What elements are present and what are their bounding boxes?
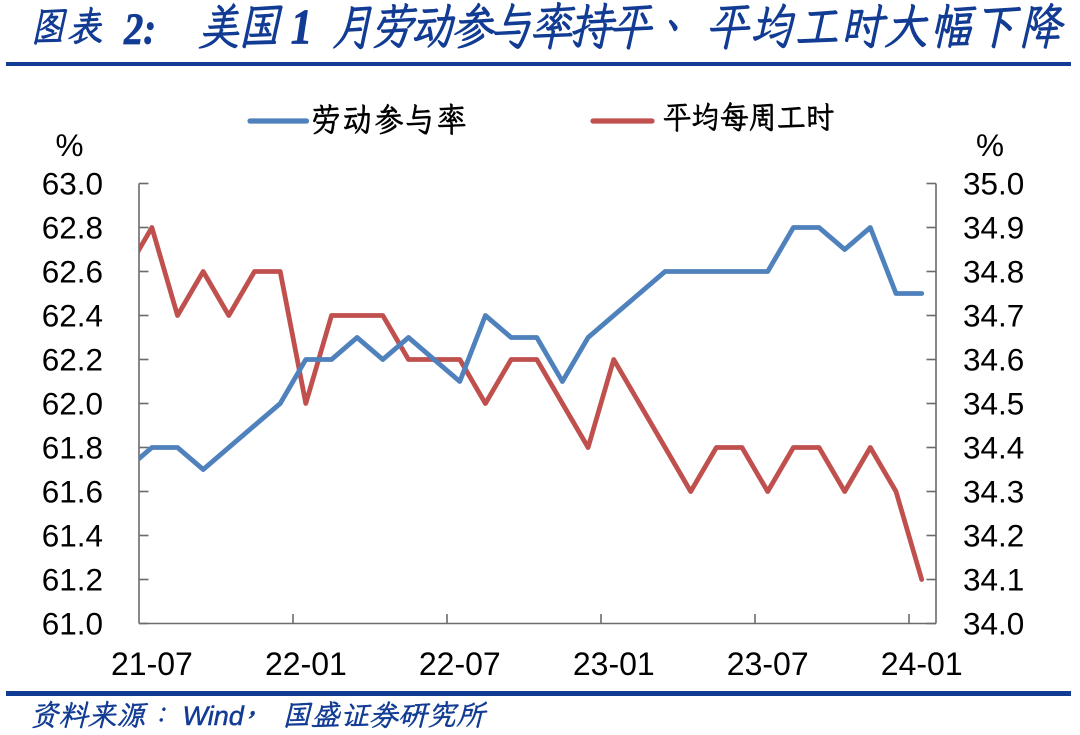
svg-text:63.0: 63.0 — [42, 166, 103, 202]
svg-text:24-01: 24-01 — [881, 646, 963, 682]
svg-text:62.6: 62.6 — [42, 254, 103, 290]
svg-text:%: % — [976, 127, 1004, 163]
svg-text:34.4: 34.4 — [963, 430, 1024, 466]
svg-text:34.0: 34.0 — [963, 606, 1024, 642]
svg-text:34.3: 34.3 — [963, 474, 1024, 510]
svg-text:61.2: 61.2 — [42, 562, 103, 598]
svg-text:61.4: 61.4 — [42, 518, 103, 554]
svg-text:21-07: 21-07 — [111, 646, 193, 682]
svg-text:61.8: 61.8 — [42, 430, 103, 466]
svg-text:34.7: 34.7 — [963, 298, 1024, 334]
svg-text:34.6: 34.6 — [963, 342, 1024, 378]
svg-text:35.0: 35.0 — [963, 166, 1024, 202]
svg-text:62.0: 62.0 — [42, 386, 103, 422]
svg-text:62.4: 62.4 — [42, 298, 103, 334]
svg-text:34.5: 34.5 — [963, 386, 1024, 422]
svg-text:61.0: 61.0 — [42, 606, 103, 642]
svg-text:34.9: 34.9 — [963, 210, 1024, 246]
svg-text:23-07: 23-07 — [727, 646, 809, 682]
svg-text:22-01: 22-01 — [265, 646, 347, 682]
svg-text:23-01: 23-01 — [573, 646, 655, 682]
svg-text:62.8: 62.8 — [42, 210, 103, 246]
svg-text:34.2: 34.2 — [963, 518, 1024, 554]
svg-text:22-07: 22-07 — [419, 646, 501, 682]
svg-text:62.2: 62.2 — [42, 342, 103, 378]
svg-text:34.1: 34.1 — [963, 562, 1024, 598]
svg-text:34.8: 34.8 — [963, 254, 1024, 290]
svg-text:%: % — [55, 127, 83, 163]
svg-text:61.6: 61.6 — [42, 474, 103, 510]
